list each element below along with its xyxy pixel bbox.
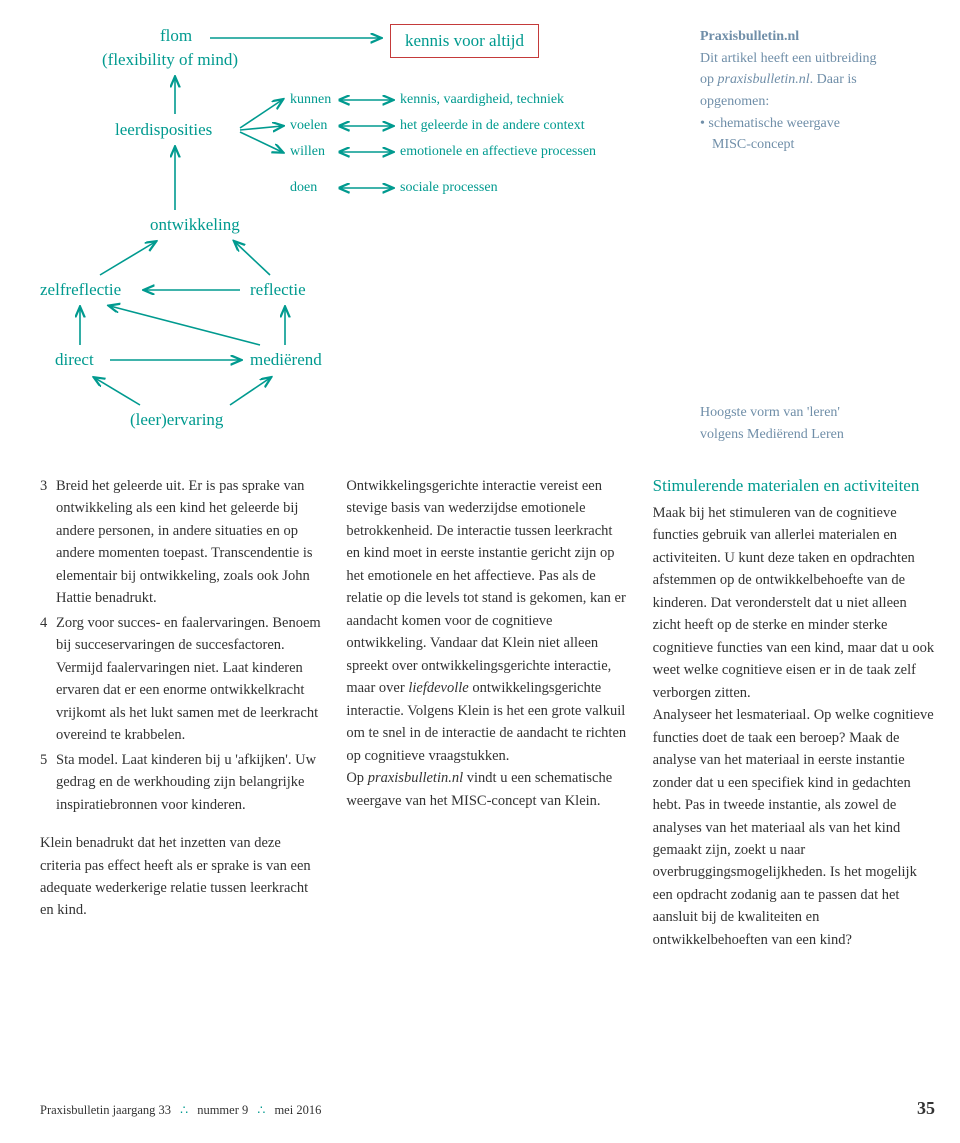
page-number: 35: [917, 1098, 935, 1119]
dots-icon: ∴: [174, 1103, 194, 1117]
column-3: Stimulerende materialen en activiteiten …: [653, 475, 935, 951]
footer-journal: Praxisbulletin jaargang 33: [40, 1103, 171, 1117]
footer-date: mei 2016: [274, 1103, 321, 1117]
sidebox-praxisbulletin: Praxisbulletin.nl Dit artikel heeft een …: [700, 26, 910, 156]
col2-p1: Ontwikkelingsgerichte interactie vereist…: [346, 475, 628, 767]
list-body: Sta model. Laat kinderen bij u 'afkijken…: [56, 749, 322, 816]
column-2: Ontwikkelingsgerichte interactie vereist…: [346, 475, 628, 951]
list-number: 5: [40, 749, 56, 816]
body-columns: 3Breid het geleerde uit. Er is pas sprak…: [40, 475, 935, 951]
sidebox-line: Dit artikel heeft een uitbreiding: [700, 48, 910, 70]
footer-left: Praxisbulletin jaargang 33 ∴ nummer 9 ∴ …: [40, 1102, 321, 1118]
col3-p1: Maak bij het stimuleren van de cognitiev…: [653, 502, 935, 704]
sidebox-bullet: • schematische weergave: [700, 113, 910, 135]
list-body: Breid het geleerde uit. Er is pas sprake…: [56, 475, 322, 610]
list-body: Zorg voor succes- en faalervaringen. Ben…: [56, 612, 322, 747]
list-item: 4Zorg voor succes- en faalervaringen. Be…: [40, 612, 322, 747]
dots-icon: ∴: [251, 1103, 271, 1117]
sidebox-title: Praxisbulletin.nl: [700, 26, 910, 48]
sidebox-line: opgenomen:: [700, 91, 910, 113]
footer-issue: nummer 9: [197, 1103, 248, 1117]
sidebox-bullet-sub: MISC-concept: [700, 134, 910, 156]
col1-after: Klein benadrukt dat het inzetten van dez…: [40, 832, 322, 922]
diagram: flom (flexibility of mind) leerdispositi…: [40, 20, 920, 440]
list-item: 3Breid het geleerde uit. Er is pas sprak…: [40, 475, 322, 610]
page-footer: Praxisbulletin jaargang 33 ∴ nummer 9 ∴ …: [40, 1098, 935, 1119]
list-number: 4: [40, 612, 56, 747]
col3-p2: Analyseer het lesmateriaal. Op welke cog…: [653, 704, 935, 951]
diagram-caption: Hoogste vorm van 'leren' volgens Mediëre…: [700, 402, 910, 445]
caption-line: Hoogste vorm van 'leren': [700, 402, 910, 424]
col3-heading: Stimulerende materialen en activiteiten: [653, 475, 935, 498]
sidebox-line: op praxisbulletin.nl. Daar is: [700, 69, 910, 91]
list-number: 3: [40, 475, 56, 610]
caption-line: volgens Mediërend Leren: [700, 424, 910, 446]
column-1: 3Breid het geleerde uit. Er is pas sprak…: [40, 475, 322, 951]
col2-p2: Op praxisbulletin.nl vindt u een schemat…: [346, 767, 628, 812]
list-item: 5Sta model. Laat kinderen bij u 'afkijke…: [40, 749, 322, 816]
